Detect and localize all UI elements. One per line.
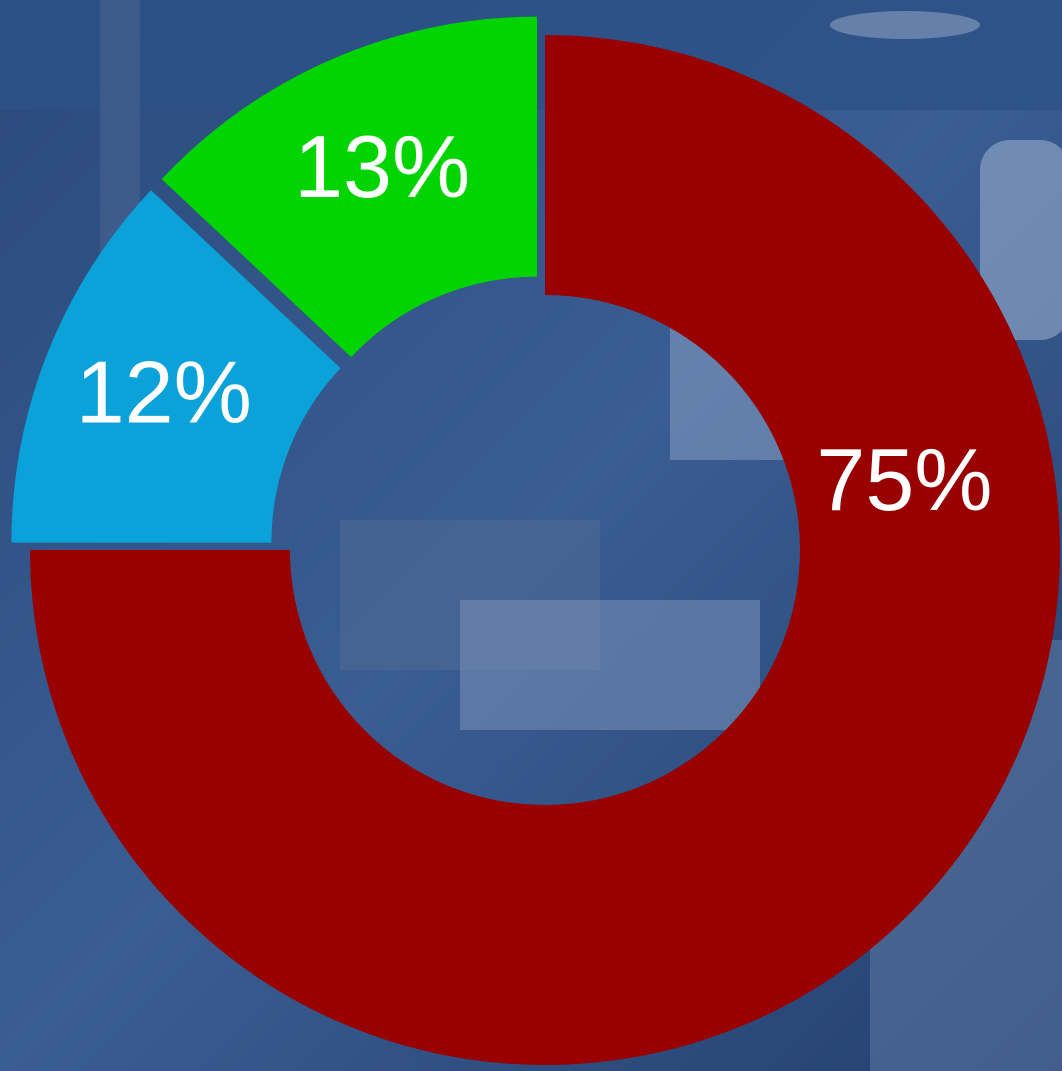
chart: 75% 12% 13% (0, 0, 1062, 1071)
value-label: 13% (294, 117, 470, 216)
value-label: 12% (76, 342, 252, 441)
value-label: 75% (816, 430, 992, 529)
page: {"chart_data": {"type": "donut", "catego… (0, 0, 1062, 1071)
